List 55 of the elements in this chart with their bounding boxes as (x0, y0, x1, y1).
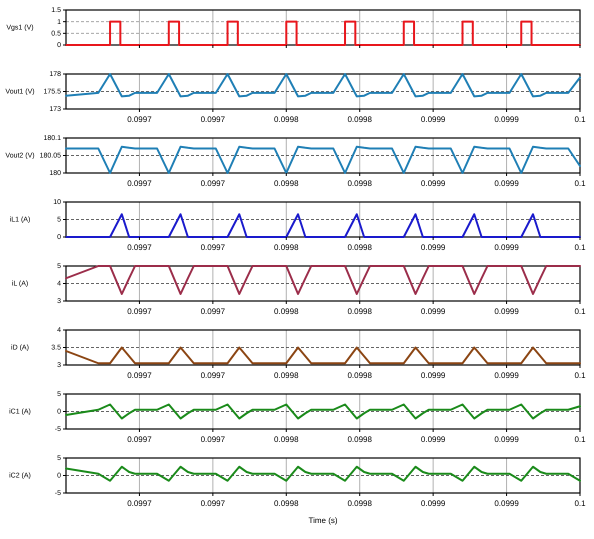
x-tick-label: 0.0998 (347, 371, 372, 380)
x-tick-label: 0.0999 (420, 371, 446, 380)
x-tick-label: 0.0997 (200, 435, 226, 444)
x-tick-label: 0.0998 (274, 307, 300, 316)
line-series (65, 73, 581, 98)
x-tick-label: 0.1 (574, 371, 586, 380)
x-tick-label: 0.0999 (420, 499, 446, 508)
x-tick-label: 0.0997 (127, 115, 152, 124)
x-tick-label: 0.0998 (274, 435, 300, 444)
x-tick-label: 0.0998 (347, 307, 372, 316)
x-tick-label: 0.0998 (347, 499, 372, 508)
x-tick-label: 0.0999 (494, 499, 520, 508)
x-tick-label: 0.0998 (347, 115, 372, 124)
x-tick-label: 0.0999 (420, 307, 446, 316)
x-tick-label: 0.0997 (200, 243, 226, 252)
x-tick-label: 0.0997 (200, 499, 226, 508)
x-tick-label: 0.0999 (494, 179, 520, 188)
x-axis-title: Time (s) (308, 516, 338, 525)
x-tick-label: 0.0998 (347, 243, 372, 252)
x-tick-label: 0.0998 (347, 179, 372, 188)
x-tick-label: 0.0999 (420, 179, 446, 188)
x-tick-label: 0.0997 (127, 435, 152, 444)
x-tick-label: 0.0997 (127, 307, 152, 316)
x-tick-label: 0.1 (574, 179, 586, 188)
x-tick-label: 0.0997 (200, 307, 226, 316)
x-tick-label: 0.0999 (420, 115, 446, 124)
x-tick-label: 0.0997 (200, 179, 226, 188)
line-series (65, 346, 581, 364)
x-tick-label: 0.0997 (200, 371, 226, 380)
line-series (65, 404, 581, 420)
x-tick-label: 0.1 (574, 435, 586, 444)
x-tick-label: 0.0999 (494, 307, 520, 316)
x-tick-label: 0.0997 (127, 179, 152, 188)
x-tick-label: 0.1 (574, 243, 586, 252)
x-tick-label: 0.0999 (420, 435, 446, 444)
line-series (65, 146, 581, 174)
x-tick-label: 0.0998 (274, 243, 300, 252)
x-tick-label: 0.0999 (494, 371, 520, 380)
x-tick-label: 0.0998 (274, 371, 300, 380)
x-tick-label: 0.1 (574, 307, 586, 316)
x-tick-label: 0.0998 (347, 435, 372, 444)
x-tick-label: 0.0998 (274, 115, 300, 124)
line-series (65, 466, 581, 482)
x-tick-label: 0.0999 (494, 243, 520, 252)
x-tick-label: 0.0997 (200, 115, 226, 124)
x-tick-label: 0.0998 (274, 179, 300, 188)
x-tick-label: 0.0999 (494, 115, 520, 124)
x-tick-label: 0.1 (574, 115, 586, 124)
x-tick-label: 0.0997 (127, 371, 152, 380)
x-tick-label: 0.0998 (274, 499, 300, 508)
x-tick-label: 0.0999 (494, 435, 520, 444)
x-tick-label: 0.0997 (127, 499, 152, 508)
x-tick-label: 0.0999 (420, 243, 446, 252)
x-tick-label: 0.1 (574, 499, 586, 508)
x-tick-label: 0.0997 (127, 243, 152, 252)
